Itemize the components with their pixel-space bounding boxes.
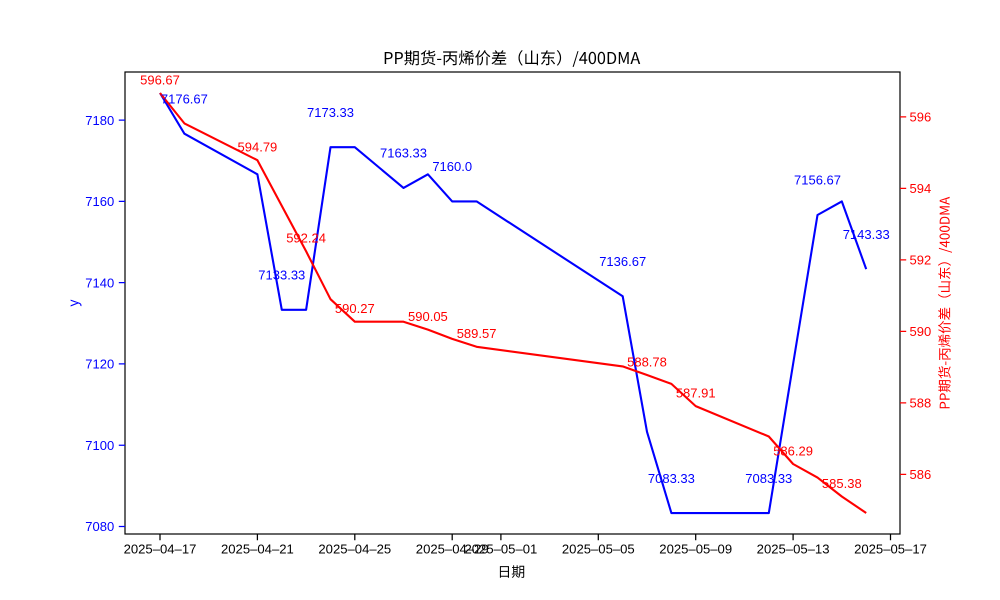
svg-text:592.24: 592.24	[286, 231, 326, 246]
svg-text:7083.33: 7083.33	[745, 471, 792, 486]
svg-text:585.38: 585.38	[822, 476, 862, 491]
svg-text:594: 594	[910, 181, 932, 196]
svg-text:7133.33: 7133.33	[258, 268, 305, 283]
svg-text:7136.67: 7136.67	[599, 254, 646, 269]
svg-text:588.78: 588.78	[627, 354, 667, 369]
svg-text:7176.67: 7176.67	[161, 91, 208, 106]
svg-text:7160: 7160	[85, 194, 114, 209]
svg-text:2025–04–17: 2025–04–17	[124, 541, 197, 556]
svg-text:588: 588	[910, 396, 932, 411]
svg-text:589.57: 589.57	[457, 326, 497, 341]
svg-text:590.27: 590.27	[335, 301, 375, 316]
svg-text:7120: 7120	[85, 357, 114, 372]
svg-text:2025–05–09: 2025–05–09	[659, 541, 732, 556]
svg-text:2025–04–29: 2025–04–29	[416, 541, 489, 556]
svg-text:596: 596	[910, 110, 932, 125]
svg-text:2025–05–05: 2025–05–05	[562, 541, 635, 556]
svg-text:594.79: 594.79	[238, 140, 278, 155]
svg-text:7140: 7140	[85, 275, 114, 290]
svg-text:2025–05–13: 2025–05–13	[757, 541, 830, 556]
svg-text:7163.33: 7163.33	[380, 146, 427, 161]
svg-text:590.05: 590.05	[408, 309, 448, 324]
svg-text:2025–05–01: 2025–05–01	[464, 541, 537, 556]
svg-text:590: 590	[910, 324, 932, 339]
svg-text:7080: 7080	[85, 519, 114, 534]
svg-text:587.91: 587.91	[676, 386, 716, 401]
svg-text:7180: 7180	[85, 113, 114, 128]
svg-text:2025–04–25: 2025–04–25	[318, 541, 391, 556]
svg-text:7160.0: 7160.0	[432, 159, 472, 174]
svg-text:7173.33: 7173.33	[307, 105, 354, 120]
svg-text:586.29: 586.29	[773, 443, 813, 458]
svg-text:7143.33: 7143.33	[843, 227, 890, 242]
svg-text:2025–04–21: 2025–04–21	[221, 541, 294, 556]
svg-text:7100: 7100	[85, 438, 114, 453]
svg-text:586: 586	[910, 467, 932, 482]
svg-text:7156.67: 7156.67	[794, 173, 841, 188]
svg-text:7083.33: 7083.33	[648, 471, 695, 486]
svg-text:2025–05–17: 2025–05–17	[854, 541, 927, 556]
svg-text:596.67: 596.67	[140, 72, 180, 87]
svg-text:592: 592	[910, 253, 932, 268]
